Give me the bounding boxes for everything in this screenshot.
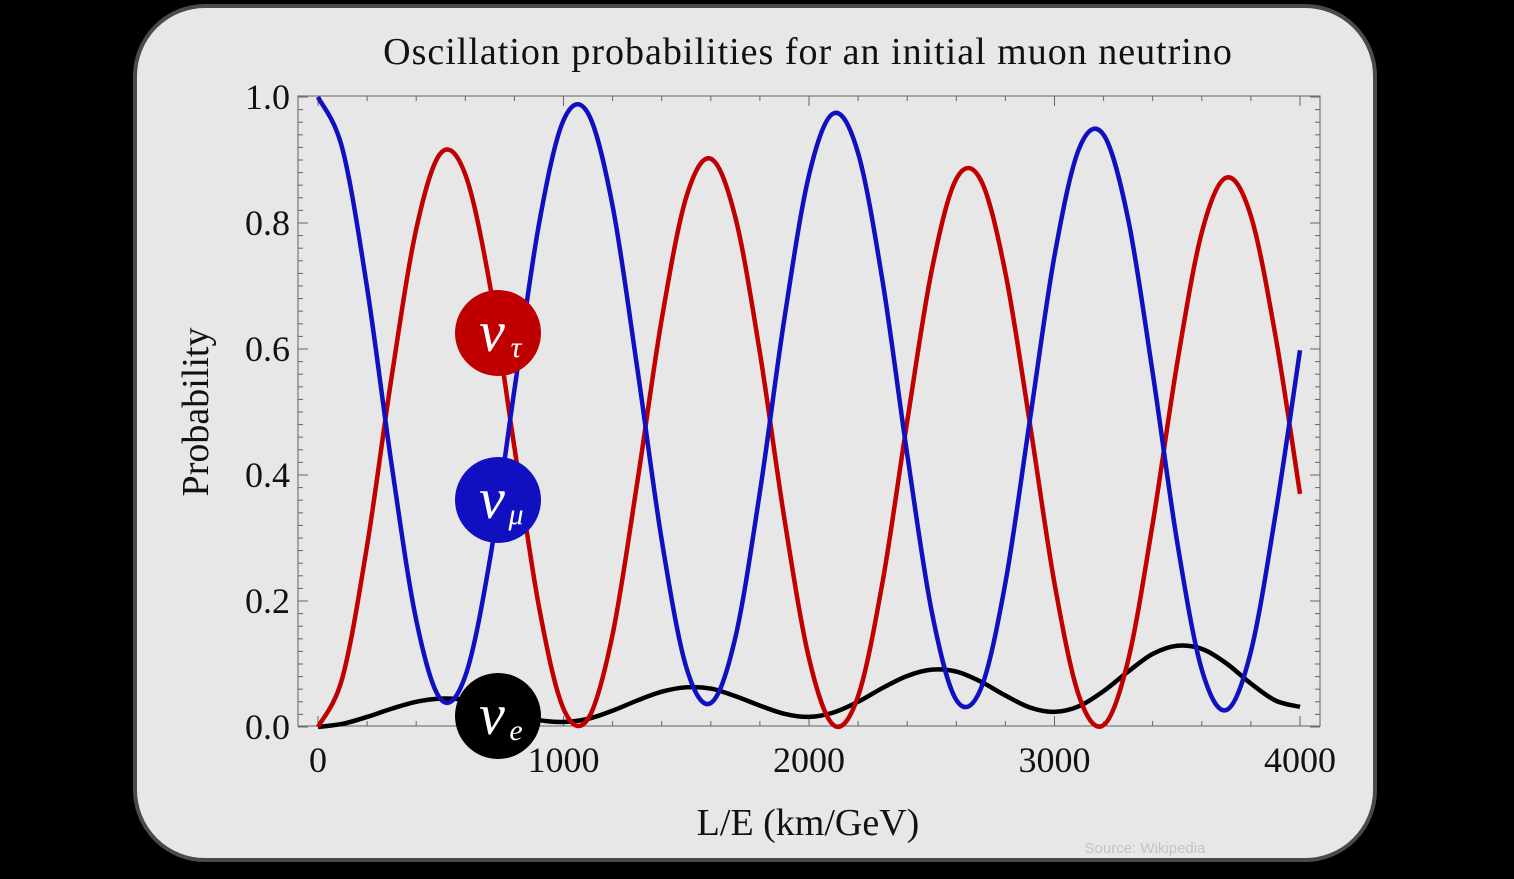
y-tick-label: 0.2 [245,581,290,621]
y-tick-label: 0.6 [245,329,290,369]
x-tick-label: 2000 [773,740,845,780]
badge-circle [455,290,541,376]
badge-circle [455,457,541,543]
badge-nu-symbol: ν [479,299,505,364]
y-tick-label: 1.0 [245,77,290,117]
y-axis-label: Probability [175,328,217,497]
source-credit: Source: Wikipedia [1085,840,1207,857]
series-badges: ν τν μν e [455,290,541,759]
x-tick-label: 3000 [1019,740,1091,780]
series-line-mu [315,95,1303,713]
badge-nu-symbol: ν [479,466,505,531]
series-line-tau [315,147,1303,729]
x-tick-label: 0 [309,740,327,780]
badge-circle [455,673,541,759]
x-axis-label: L/E (km/GeV) [697,802,920,844]
x-tick-labels: 0 1000 2000 3000 4000 [309,740,1336,780]
x-tick-label: 4000 [1264,740,1336,780]
y-tick-label: 0.0 [245,707,290,747]
ticks [298,96,1320,728]
y-tick-label: 0.4 [245,455,290,495]
series-lines [315,95,1303,730]
badge-subscript: e [509,714,522,747]
y-tick-label: 0.8 [245,203,290,243]
plot-frame [297,95,1321,727]
chart-title: Oscillation probabilities for an initial… [383,31,1233,73]
badge-subscript: μ [507,498,523,531]
y-tick-labels: 0.0 0.2 0.4 0.6 0.8 1.0 [245,77,290,747]
badge-nu-symbol: ν [479,682,505,747]
badge-subscript: τ [511,331,523,364]
x-tick-label: 1000 [528,740,600,780]
